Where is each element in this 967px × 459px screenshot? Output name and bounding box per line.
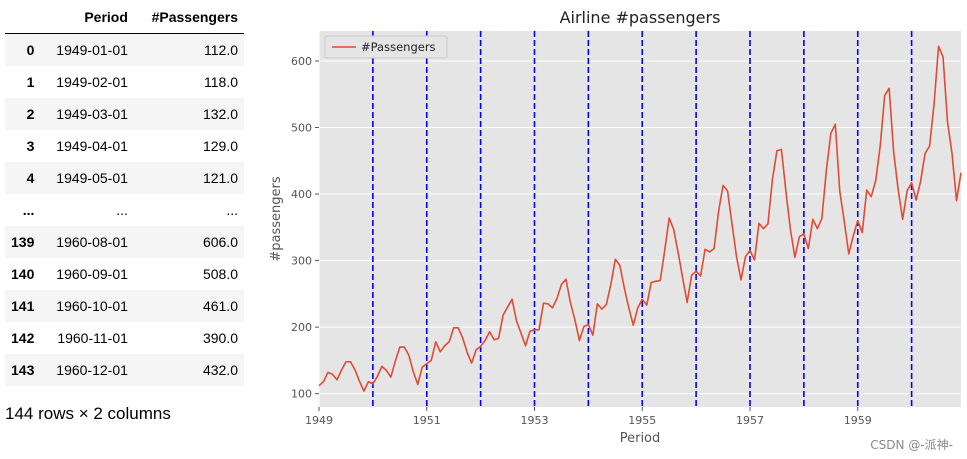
table-row: 140 1960-09-01 508.0 [5, 258, 244, 290]
column-header-period: Period [40, 0, 134, 34]
table-row: 139 1960-08-01 606.0 [5, 226, 244, 258]
x-tick-label: 1957 [736, 414, 764, 427]
series-line-passengers [318, 45, 962, 392]
table-row: 142 1960-11-01 390.0 [5, 322, 244, 354]
chart-title: Airline #passengers [560, 8, 721, 27]
cell-passengers: ... [226, 202, 238, 218]
x-axis-label: Period [620, 431, 661, 446]
row-index: 142 [11, 330, 35, 346]
table-row: 4 1949-05-01 121.0 [5, 162, 244, 194]
row-index: 139 [11, 234, 35, 250]
cell-period: 1960-12-01 [56, 362, 128, 378]
table-row: 143 1960-12-01 432.0 [5, 354, 244, 386]
cell-period: 1949-02-01 [56, 74, 128, 90]
row-index: 140 [11, 266, 35, 282]
cell-period: 1949-05-01 [56, 170, 128, 186]
index-header [5, 0, 41, 34]
cell-passengers: 461.0 [202, 298, 238, 314]
table-row: 0 1949-01-01 112.0 [5, 33, 244, 66]
table-row: 3 1949-04-01 129.0 [5, 130, 244, 162]
row-index: 143 [11, 362, 35, 378]
cell-period: 1949-03-01 [56, 106, 128, 122]
cell-period: 1949-04-01 [56, 138, 128, 154]
cell-passengers: 132.0 [202, 106, 238, 122]
x-tick-label: 1959 [844, 414, 872, 427]
cell-passengers: 508.0 [202, 266, 238, 282]
row-index: 141 [11, 298, 35, 314]
y-tick-label: 600 [291, 55, 312, 68]
x-tick-label: 1949 [305, 414, 333, 427]
cell-passengers: 432.0 [202, 362, 238, 378]
watermark: CSDN @-派神- [870, 438, 953, 452]
cell-period: ... [116, 202, 128, 218]
legend-box [324, 35, 448, 59]
cell-period: 1960-11-01 [57, 330, 128, 346]
cell-period: 1960-09-01 [56, 266, 128, 282]
y-tick-label: 100 [291, 388, 312, 401]
y-tick-label: 300 [291, 255, 312, 268]
y-axis-label: #passengers [269, 176, 284, 261]
dataframe-table: Period #Passengers 0 1949-01-01 112.0 1 1949… [5, 0, 245, 386]
plot-background [319, 31, 961, 407]
cell-passengers: 112.0 [204, 42, 238, 58]
passengers-line-chart: 100 200 300 400 500 600 1949 1951 1953 1955 1957 19… [269, 8, 962, 446]
table-row: 1 1949-02-01 118.0 [5, 66, 244, 98]
legend-label: #Passengers [361, 40, 436, 54]
row-index: 4 [26, 170, 35, 186]
row-index: 2 [26, 106, 35, 122]
x-tick-label: 1951 [413, 414, 441, 427]
cell-period: 1960-10-01 [56, 298, 128, 314]
passengers-table: Period #Passengers 0 1949-01-01 112.0 1 1949… [5, 0, 244, 386]
cell-passengers: 129.0 [202, 138, 238, 154]
table-row: 2 1949-03-01 132.0 [5, 98, 244, 130]
cell-passengers: 121.0 [202, 170, 238, 186]
dataframe-shape-label: 144 rows × 2 columns [5, 404, 171, 423]
row-index: 3 [26, 138, 35, 154]
column-header-passengers: #Passengers [133, 0, 244, 34]
row-index: ... [22, 202, 35, 218]
cell-period: 1960-08-01 [56, 234, 128, 250]
x-tick-label: 1953 [520, 414, 548, 427]
cell-passengers: 390.0 [202, 330, 238, 346]
cell-period: 1949-01-01 [56, 42, 128, 58]
y-tick-label: 400 [291, 188, 312, 201]
table-body: 0 1949-01-01 112.0 1 1949-02-01 118.0 2 1949-03… [5, 33, 244, 386]
y-tick-label: 500 [291, 121, 312, 134]
row-index: 1 [26, 74, 35, 90]
table-row: 141 1960-10-01 461.0 [5, 290, 244, 322]
cell-passengers: 606.0 [202, 234, 238, 250]
row-index: 0 [26, 42, 35, 58]
y-tick-label: 200 [291, 321, 312, 334]
table-header-row: Period #Passengers [5, 0, 244, 34]
x-tick-label: 1955 [628, 414, 656, 427]
cell-passengers: 118.0 [204, 74, 238, 90]
table-row: ......... [5, 194, 244, 226]
